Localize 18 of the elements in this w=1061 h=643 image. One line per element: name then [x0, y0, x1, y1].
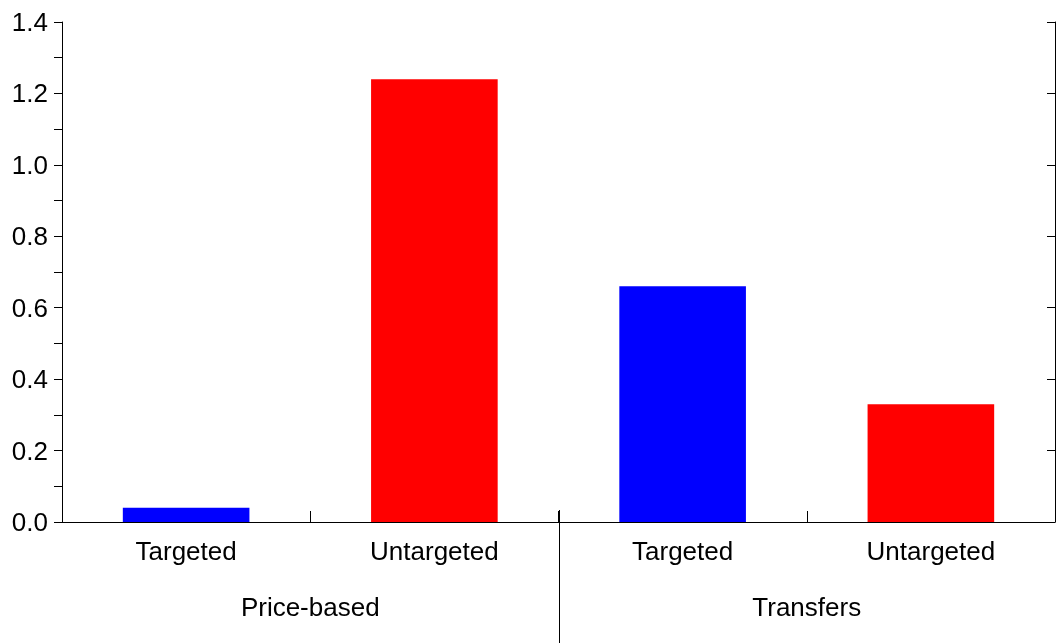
y-tick-label: 0.6	[11, 292, 48, 323]
text: Price-based	[240, 592, 380, 623]
x-tick-label: Targeted	[632, 536, 734, 566]
x-tick-label: Targeted	[135, 536, 237, 566]
x-tick-label: Untargeted	[866, 536, 996, 566]
x-tick-label: Untargeted	[370, 536, 499, 566]
y-tick-label: 0.8	[11, 221, 48, 252]
y-tick-label: 0.2	[11, 435, 48, 466]
bar	[122, 507, 250, 522]
y-tick-label: 0.0	[11, 507, 48, 537]
y-tick-label: 0.4	[11, 364, 48, 395]
bar	[867, 404, 995, 522]
bar	[371, 79, 498, 522]
y-tick-label: 1.4	[11, 7, 48, 37]
text: Transfers	[752, 592, 862, 623]
bar	[619, 286, 746, 522]
y-tick-label: 1.2	[11, 78, 48, 109]
y-tick-label: 1.0	[11, 149, 48, 180]
